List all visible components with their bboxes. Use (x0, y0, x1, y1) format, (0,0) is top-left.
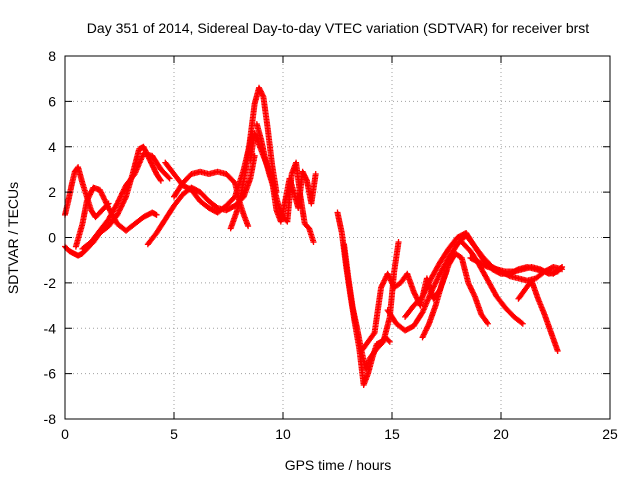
x-tick-label: 10 (275, 426, 291, 442)
data-point (557, 265, 564, 272)
y-tick-label: -8 (44, 411, 57, 427)
series-arc-10 (253, 121, 317, 246)
y-tick-label: 8 (48, 48, 56, 64)
data-point (245, 223, 252, 230)
x-tick-label: 0 (61, 426, 69, 442)
data-point (157, 176, 164, 183)
data-point (370, 331, 377, 338)
x-tick-label: 15 (384, 426, 400, 442)
data-point (153, 211, 160, 218)
data-point (157, 177, 164, 184)
y-tick-label: -2 (44, 275, 57, 291)
x-axis-label: GPS time / hours (285, 457, 392, 473)
data-point (519, 320, 526, 327)
x-tick-label: 20 (493, 426, 509, 442)
data-point (559, 263, 566, 270)
data-point (312, 170, 319, 177)
data-point (518, 319, 525, 326)
data-point (554, 347, 561, 354)
axes: 0 5 10 15 20 25 -8 -6 -4 -2 0 2 4 6 8 (44, 48, 618, 442)
data-point (484, 320, 491, 327)
x-tick-label: 25 (602, 426, 618, 442)
series-arc-16 (419, 250, 491, 341)
y-tick-label: -4 (44, 320, 57, 336)
y-axis-label: SDTVAR / TECUs (5, 182, 21, 294)
data-point (310, 239, 317, 246)
data-point (483, 319, 490, 326)
series-arc-18 (515, 277, 561, 354)
data-points (62, 84, 566, 388)
y-tick-label: 2 (48, 184, 56, 200)
grid (65, 56, 610, 419)
y-tick-label: 6 (48, 93, 56, 109)
x-tick-label: 5 (170, 426, 178, 442)
data-point (166, 175, 173, 182)
series-arc-19 (467, 254, 566, 277)
y-tick-label: 0 (48, 230, 56, 246)
data-point (385, 337, 392, 344)
chart-title: Day 351 of 2014, Sidereal Day-to-day VTE… (87, 20, 589, 36)
data-point (386, 338, 393, 345)
y-tick-label: -6 (44, 366, 57, 382)
series-arc-4 (79, 150, 173, 252)
data-point (395, 239, 402, 246)
y-tick-label: 4 (48, 139, 56, 155)
data-point (165, 174, 172, 181)
